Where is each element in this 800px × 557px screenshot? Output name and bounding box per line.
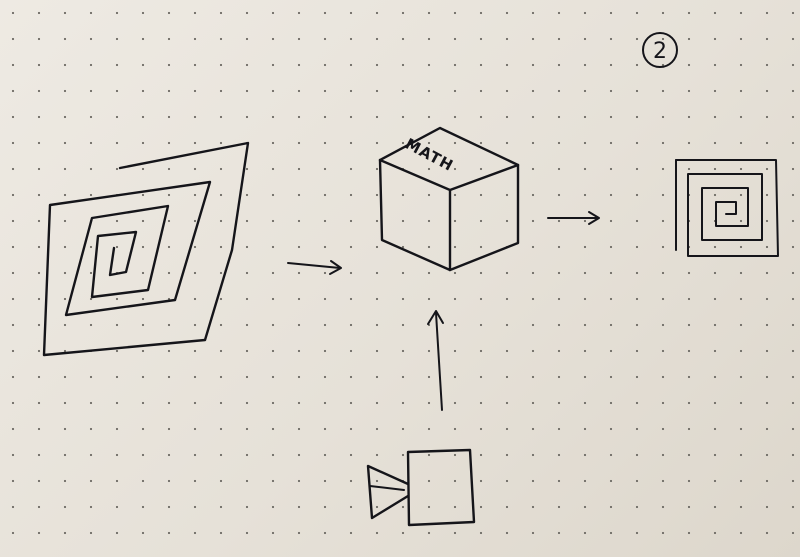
arrow-to-cube [287,260,342,275]
camera-lens-line [369,485,405,491]
camera-lens [366,464,410,520]
math-cube-top-face [378,126,520,167]
arrow-to-output [547,211,600,225]
camera-body [406,448,476,527]
distorted-spiral [42,141,250,357]
video-camera-icon [366,448,476,527]
distorted-spiral-path [42,141,250,357]
arrow-to-cube-head [329,260,342,275]
math-cube-side-face [448,163,520,272]
arrow-to-output-head [588,211,600,225]
page-number: 2 [653,39,667,64]
square-spiral-path [675,159,779,257]
page-number-circle [642,32,678,68]
arrow-from-camera [427,310,444,411]
page-number-marker: 2 [642,32,678,68]
math-cube-front-face [378,158,452,272]
square-spiral [675,159,779,257]
arrow-from-camera-shaft [435,312,443,411]
arrow-from-camera-head [427,310,444,325]
math-cube-label: MATH [402,135,457,175]
math-cube: MATH [378,126,520,272]
arrow-to-cube-shaft [287,262,341,269]
